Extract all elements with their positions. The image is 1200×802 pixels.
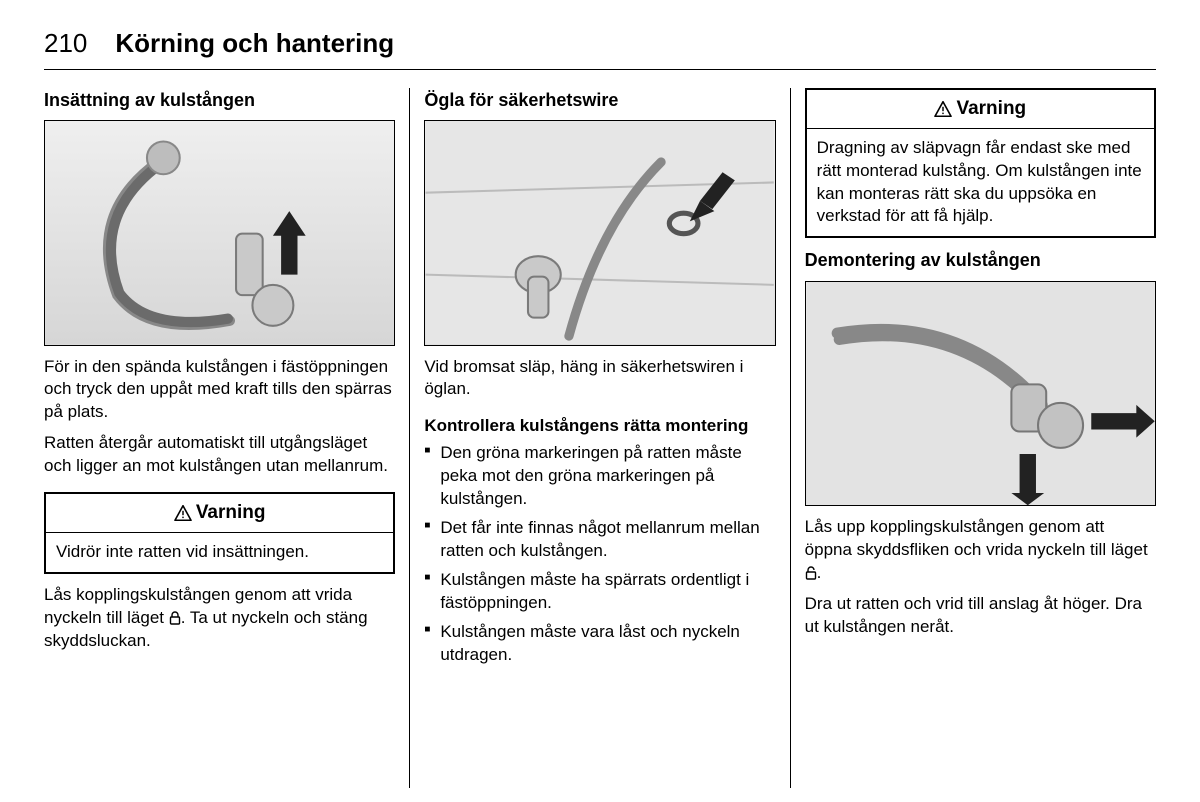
col3-p1: Lås upp kopplingskulstången genom att öp… <box>805 516 1156 585</box>
col3-p2: Dra ut ratten och vrid till anslag åt hö… <box>805 593 1156 639</box>
list-item: Det får inte finnas något mellanrum mell… <box>424 517 775 563</box>
col2-heading: Ögla för säkerhetswire <box>424 88 775 112</box>
col3-warning: Varning Dragning av släpvagn får endast … <box>805 88 1156 238</box>
figure-remove-towbar <box>805 281 1156 506</box>
col2-checklist: Den gröna markeringen på ratten måste pe… <box>424 442 775 672</box>
lock-closed-icon <box>169 611 181 625</box>
col3-p1b: . <box>817 563 822 582</box>
page-header: 210 Körning och hantering <box>44 28 1156 70</box>
col1-warning-body: Vidrör inte ratten vid insättningen. <box>46 533 393 572</box>
col3-warning-body: Dragning av släpvagn får endast ske med … <box>807 129 1154 237</box>
col1-warning-title-text: Varning <box>196 500 266 526</box>
column-2: Ögla för säkerhetswire <box>410 88 789 788</box>
column-1: Insättning av kulstången <box>44 88 409 788</box>
warning-triangle-icon <box>174 505 192 521</box>
list-item: Kulstången måste ha spärrats ord­entligt… <box>424 569 775 615</box>
col2-subheading: Kontrollera kulstångens rätta montering <box>424 415 775 438</box>
col3-p1a: Lås upp kopplingskulstången genom att öp… <box>805 517 1148 559</box>
lock-open-icon <box>805 566 817 580</box>
col1-p1: För in den spända kulstången i fäst­öppn… <box>44 356 395 425</box>
col1-warning: Varning Vidrör inte ratten vid insättnin… <box>44 492 395 574</box>
list-item: Den gröna markeringen på ratten måste pe… <box>424 442 775 511</box>
content-columns: Insättning av kulstången <box>44 88 1156 788</box>
column-3: Varning Dragning av släpvagn får endast … <box>791 88 1156 788</box>
col1-heading: Insättning av kulstången <box>44 88 395 112</box>
warning-title: Varning <box>46 494 393 533</box>
chapter-title: Körning och hantering <box>115 28 394 59</box>
page-number: 210 <box>44 28 87 59</box>
col1-p2: Ratten återgår automatiskt till ut­gångs… <box>44 432 395 478</box>
col1-p3: Lås kopplingskulstången genom att vrida … <box>44 584 395 653</box>
col3-heading: Demontering av kulstången <box>805 248 1156 272</box>
col2-p1: Vid bromsat släp, häng in säkerhets­wire… <box>424 356 775 402</box>
figure-insert-towbar <box>44 120 395 345</box>
list-item: Kulstången måste vara låst och nyckeln u… <box>424 621 775 667</box>
warning-triangle-icon <box>934 101 952 117</box>
figure-safety-wire-eye <box>424 120 775 345</box>
col3-warning-title-text: Varning <box>956 96 1026 122</box>
warning-title: Varning <box>807 90 1154 129</box>
